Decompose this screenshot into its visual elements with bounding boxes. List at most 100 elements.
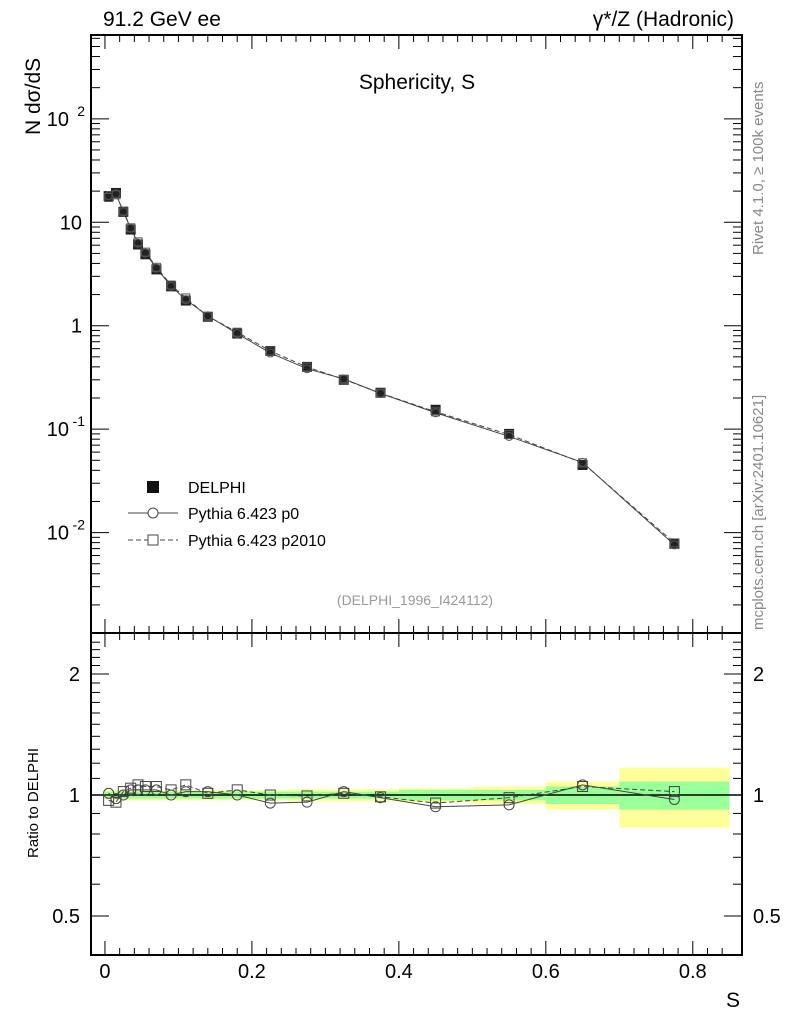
data-point-delphi: [232, 328, 243, 339]
ratio-y-tick-label-right: 0.5: [753, 906, 781, 928]
data-point-delphi: [338, 374, 349, 385]
y-tick-exponent: 2: [77, 103, 85, 119]
ratio-point-p2010: [165, 784, 177, 796]
legend-marker-p2010: [147, 534, 159, 546]
ratio-point-p2010: [110, 796, 122, 808]
ratio-point-p2010: [139, 781, 151, 793]
x-tick-label: 0.8: [679, 961, 707, 983]
ratio-point-p2010: [180, 779, 192, 791]
ratio-point-p2010: [264, 789, 276, 801]
ratio-point-p2010: [430, 797, 442, 809]
y-tick-label: 10: [47, 523, 69, 545]
ratio-line-p0: [108, 784, 675, 808]
x-axis-label: S: [726, 989, 740, 1012]
data-point-delphi: [125, 224, 136, 235]
legend-marker-delphi: [147, 481, 159, 493]
ratio-point-p2010: [132, 779, 144, 791]
mc-point-p2010: [431, 407, 441, 417]
mc-point-p2010: [126, 223, 136, 233]
data-point-delphi: [504, 428, 515, 439]
ratio-line-p2010: [108, 784, 675, 804]
mc-point-p2010: [118, 206, 128, 216]
ratio-point-p2010: [668, 786, 680, 798]
x-tick-label: 0: [99, 961, 110, 983]
mc-point-p2010: [504, 430, 514, 440]
data-point-delphi: [265, 345, 276, 356]
y-tick-label: 10: [60, 212, 82, 234]
data-point-delphi: [375, 387, 386, 398]
ratio-y-tick-label-right: 1: [753, 785, 764, 807]
y-tick-label: 10: [47, 109, 69, 131]
legend-label: Pythia 6.423 p2010: [188, 533, 326, 550]
x-tick-label: 0.2: [238, 961, 266, 983]
ratio-y-tick-label: 0.5: [52, 906, 80, 928]
mc-point-p2010: [375, 388, 385, 398]
header-right: γ*/Z (Hadronic): [592, 8, 734, 31]
ratio-point-p2010: [231, 784, 243, 796]
data-point-delphi: [577, 460, 588, 471]
ratio-point-p2010: [301, 790, 313, 802]
side-label-mcplots: mcplots.cern.ch [arXiv:2401.10621]: [750, 395, 767, 630]
ratio-point-p2010: [374, 791, 386, 803]
y-tick-label: 1: [71, 316, 82, 338]
data-point-delphi: [166, 281, 177, 292]
ratio-point-p2010: [125, 782, 137, 794]
ratio-point-p2010: [103, 794, 115, 806]
y-tick-exponent: -1: [73, 413, 86, 429]
ratio-point-p2010: [503, 792, 515, 804]
data-point-delphi: [180, 295, 191, 306]
ratio-point-p2010: [117, 786, 129, 798]
side-label-rivet: Rivet 4.1.0, ≥ 100k events: [750, 82, 767, 255]
data-point-delphi: [110, 187, 121, 198]
analysis-id: (DELPHI_1996_I424112): [337, 592, 493, 608]
ratio-point-p0: [264, 797, 276, 809]
y-tick-exponent: -2: [73, 517, 86, 533]
x-tick-label: 0.6: [532, 961, 560, 983]
data-point-delphi: [669, 538, 680, 549]
data-point-delphi: [140, 249, 151, 260]
ratio-point-p2010: [338, 787, 350, 799]
ratio-point-p2010: [202, 787, 214, 799]
ratio-point-p0: [180, 786, 192, 798]
mc-point-p2010: [203, 311, 213, 321]
mc-point-p2010: [669, 538, 679, 548]
y-axis-label: N dσ/dS: [22, 58, 45, 135]
mc-point-p2010: [140, 247, 150, 257]
ratio-y-tick-label: 2: [69, 664, 80, 686]
y-tick-label: 10: [47, 419, 69, 441]
ratio-point-p2010: [150, 781, 162, 793]
ratio-point-p0: [668, 793, 680, 805]
x-tick-label: 0.4: [385, 961, 413, 983]
mc-point-p2010: [232, 327, 242, 337]
mc-point-p2010: [578, 458, 588, 468]
data-point-delphi: [302, 361, 313, 372]
ratio-point-p0: [301, 796, 313, 808]
ratio-point-p2010: [577, 781, 589, 793]
legend-marker-p0: [147, 507, 159, 519]
data-point-delphi: [151, 264, 162, 275]
ratio-y-tick-label: 1: [69, 785, 80, 807]
data-point-delphi: [133, 239, 144, 250]
ratio-frame: [90, 632, 743, 956]
ratio-y-axis-label: Ratio to DELPHI: [25, 748, 42, 858]
mc-point-p2010: [302, 362, 312, 372]
mc-point-p2010: [151, 262, 161, 272]
header-left: 91.2 GeV ee: [103, 8, 221, 31]
ratio-point-p0: [103, 787, 115, 799]
data-point-delphi: [430, 404, 441, 415]
data-point-delphi: [202, 311, 213, 322]
mc-point-p2010: [111, 190, 121, 200]
chart-title: Sphericity, S: [359, 71, 475, 94]
legend-label: DELPHI: [188, 480, 246, 497]
ratio-point-p0: [503, 799, 515, 811]
mc-point-p2010: [166, 280, 176, 290]
mc-point-p2010: [133, 237, 143, 247]
data-point-delphi: [118, 206, 129, 217]
legend-label: Pythia 6.423 p0: [188, 506, 299, 523]
mc-point-p2010: [265, 346, 275, 356]
mc-point-p2010: [339, 374, 349, 384]
data-point-delphi: [103, 191, 114, 202]
ratio-y-tick-label-right: 2: [753, 664, 764, 686]
